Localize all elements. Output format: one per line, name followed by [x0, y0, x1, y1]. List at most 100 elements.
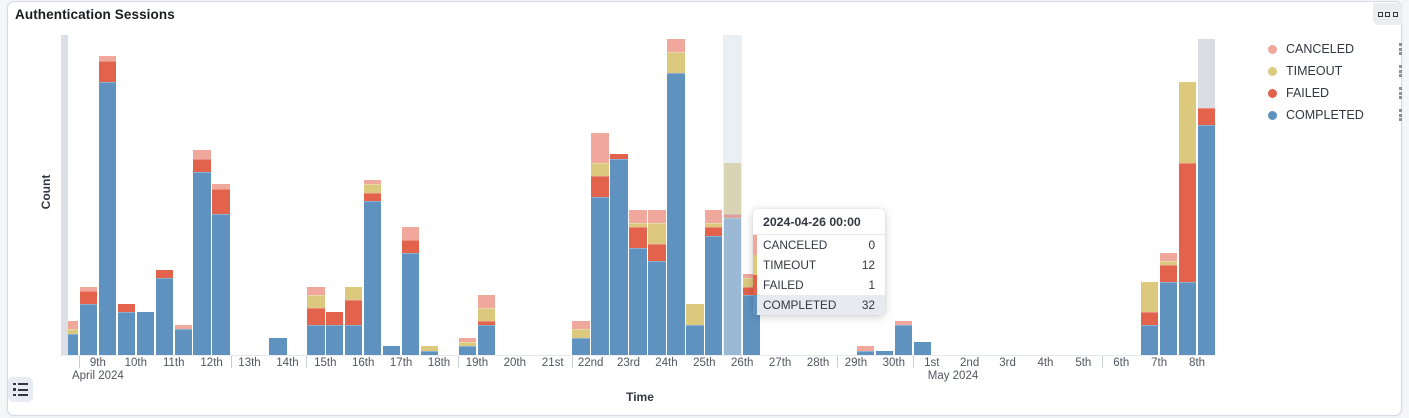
bar-segment-timeout[interactable]: [686, 303, 704, 326]
legend-item-completed[interactable]: COMPLETED: [1268, 104, 1402, 126]
bar-segment-completed[interactable]: [307, 325, 325, 355]
bar-segment-completed[interactable]: [1140, 325, 1159, 355]
bar-segment-completed[interactable]: [98, 81, 117, 355]
legend-item-timeout[interactable]: TIMEOUT: [1268, 60, 1402, 82]
bar-segment-failed[interactable]: [364, 192, 382, 202]
bar-segment-canceled[interactable]: [894, 320, 912, 326]
bar-segment-timeout[interactable]: [629, 222, 647, 227]
bar-segment-canceled[interactable]: [60, 320, 79, 330]
bar-segment-canceled[interactable]: [743, 273, 761, 279]
bar-segment-timeout[interactable]: [667, 52, 685, 74]
bar-segment-failed[interactable]: [212, 188, 230, 215]
bar-segment-failed[interactable]: [401, 239, 420, 253]
bar-segment-failed[interactable]: [610, 154, 628, 159]
bar-segment-canceled[interactable]: [477, 295, 496, 309]
bar-segment-completed[interactable]: [572, 337, 590, 355]
bar-segment-timeout[interactable]: [743, 278, 761, 287]
bar-segment-completed[interactable]: [610, 158, 628, 355]
bar-segment-timeout[interactable]: [364, 184, 382, 193]
bar-segment-timeout[interactable]: [60, 329, 79, 334]
bar-segment-failed[interactable]: [326, 312, 344, 326]
bar-segment-completed[interactable]: [174, 329, 192, 355]
bar-segment-canceled[interactable]: [212, 184, 230, 189]
bar-segment-timeout[interactable]: [307, 295, 325, 309]
bar-segment-canceled[interactable]: [648, 209, 666, 223]
bar-segment-completed[interactable]: [458, 346, 477, 355]
bar-segment-failed[interactable]: [193, 158, 211, 172]
boxes-vertical-icon[interactable]: [1398, 43, 1402, 55]
bar-segment-completed[interactable]: [155, 278, 173, 355]
legend-item-canceled[interactable]: CANCELED: [1268, 38, 1402, 60]
bar-segment-completed[interactable]: [913, 342, 931, 355]
panel-options-button[interactable]: [1373, 3, 1402, 25]
bar-segment-canceled[interactable]: [572, 320, 590, 330]
bar-segment-canceled[interactable]: [174, 325, 192, 330]
bar-segment-timeout[interactable]: [648, 222, 666, 245]
bar-segment-failed[interactable]: [648, 244, 666, 262]
bar-segment-canceled[interactable]: [591, 133, 609, 163]
bar-segment-completed[interactable]: [364, 201, 382, 355]
bar-segment-failed[interactable]: [1159, 265, 1178, 283]
bar-segment-completed[interactable]: [269, 337, 287, 355]
bar-segment-completed[interactable]: [420, 350, 439, 355]
bar-segment-completed[interactable]: [345, 325, 363, 355]
bar-segment-timeout[interactable]: [1178, 81, 1197, 163]
bar-segment-completed[interactable]: [705, 235, 723, 355]
boxes-vertical-icon[interactable]: [1398, 65, 1402, 77]
bar-segment-failed[interactable]: [629, 227, 647, 249]
bar-segment-completed[interactable]: [875, 350, 894, 355]
bar-segment-failed[interactable]: [591, 175, 609, 198]
bar-segment-failed[interactable]: [705, 227, 723, 236]
bar-segment-completed[interactable]: [1159, 282, 1178, 355]
bar-segment-completed[interactable]: [856, 350, 875, 355]
bar-segment-canceled[interactable]: [458, 337, 477, 343]
boxes-vertical-icon[interactable]: [1398, 109, 1402, 121]
bar-segment-failed[interactable]: [1197, 107, 1216, 125]
bar-segment-completed[interactable]: [193, 171, 211, 355]
bar-segment-failed[interactable]: [477, 320, 496, 326]
bar-segment-completed[interactable]: [1197, 124, 1216, 355]
bar-segment-failed[interactable]: [117, 303, 135, 313]
bar-segment-completed[interactable]: [648, 261, 666, 355]
bar-segment-canceled[interactable]: [629, 209, 647, 223]
bar-segment-timeout[interactable]: [477, 308, 496, 321]
bar-segment-completed[interactable]: [1178, 282, 1197, 355]
bar-segment-timeout[interactable]: [591, 163, 609, 176]
bar-segment-completed[interactable]: [382, 346, 401, 355]
bar-segment-completed[interactable]: [629, 248, 647, 355]
bar-segment-completed[interactable]: [667, 73, 685, 355]
bar-segment-timeout[interactable]: [705, 222, 723, 227]
bar-segment-failed[interactable]: [1140, 312, 1159, 326]
bar-segment-failed[interactable]: [307, 308, 325, 326]
bar-segment-completed[interactable]: [326, 325, 344, 355]
bar-segment-failed[interactable]: [743, 286, 761, 296]
bar-segment-timeout[interactable]: [420, 346, 439, 351]
legend-toggle-button[interactable]: [8, 377, 33, 402]
bar-segment-canceled[interactable]: [856, 346, 875, 351]
bar-segment-failed[interactable]: [345, 299, 363, 326]
legend-item-failed[interactable]: FAILED: [1268, 82, 1402, 104]
bar-segment-timeout[interactable]: [458, 342, 477, 347]
bar-segment-canceled[interactable]: [705, 209, 723, 223]
bar-segment-completed[interactable]: [591, 197, 609, 355]
bar-segment-canceled[interactable]: [79, 286, 98, 291]
bar-segment-completed[interactable]: [894, 325, 912, 355]
bar-segment-canceled[interactable]: [667, 39, 685, 53]
bar-segment-failed[interactable]: [79, 291, 98, 304]
bar-segment-canceled[interactable]: [193, 150, 211, 159]
bar-segment-completed[interactable]: [136, 312, 154, 355]
bar-segment-completed[interactable]: [212, 214, 230, 355]
bar-segment-timeout[interactable]: [1159, 261, 1178, 266]
bar-segment-timeout[interactable]: [1140, 282, 1159, 313]
bar-segment-completed[interactable]: [401, 252, 420, 355]
bar-segment-failed[interactable]: [1178, 163, 1197, 283]
bar-segment-canceled[interactable]: [401, 227, 420, 240]
bar-segment-canceled[interactable]: [1159, 252, 1178, 262]
bar-segment-timeout[interactable]: [572, 329, 590, 338]
bar-segment-failed[interactable]: [98, 60, 117, 82]
bar-segment-completed[interactable]: [79, 303, 98, 355]
bar-segment-timeout[interactable]: [345, 286, 363, 300]
bar-segment-completed[interactable]: [117, 312, 135, 355]
bar-segment-completed[interactable]: [686, 325, 704, 355]
bar-segment-failed[interactable]: [155, 269, 173, 279]
